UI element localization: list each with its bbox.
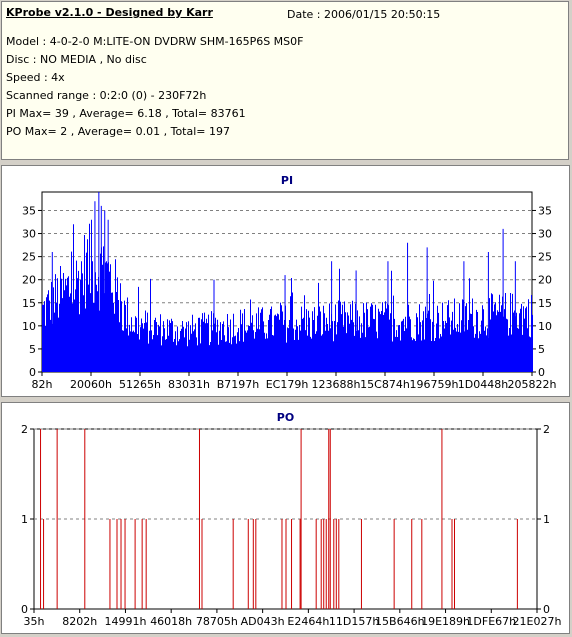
x-tick-label: 123688h: [312, 378, 361, 391]
x-tick-label: E2464h: [287, 615, 329, 628]
y-tick-label-right: 2: [543, 423, 550, 436]
y-tick-label: 25: [22, 251, 36, 264]
po-summary-line: PO Max= 2 , Average= 0.01 , Total= 197: [6, 125, 230, 138]
x-tick-label: 21E027h: [513, 615, 562, 628]
x-tick-label: 82h: [32, 378, 53, 391]
disc-line: Disc : NO MEDIA , No disc: [6, 53, 147, 66]
y-tick-label: 0: [29, 366, 36, 379]
y-tick-label-right: 0: [543, 603, 550, 616]
x-tick-label: 20060h: [70, 378, 112, 391]
y-tick-label-right: 35: [538, 204, 552, 217]
y-tick-label-right: 30: [538, 228, 552, 241]
pi-chart: PI 0 0 5 5 10 10 15 15 20 20 25 25 30 30 35 35 82h 20060h 5…: [22, 174, 557, 391]
pi-summary-line: PI Max= 39 , Average= 6.18 , Total= 8376…: [6, 107, 246, 120]
y-tick-label-right: 0: [538, 366, 545, 379]
po-chart: PO 0 0 1 1 2 2 35h 8202h 14991h 46018h 78705h AD043h…: [21, 411, 562, 628]
y-tick-label: 10: [22, 320, 36, 333]
y-tick-label: 1: [21, 513, 28, 526]
x-tick-label: 35h: [24, 615, 45, 628]
y-tick-label: 0: [21, 603, 28, 616]
pi-series: [42, 223, 533, 372]
x-tick-label: 1DFE67h: [466, 615, 516, 628]
app-title: KProbe v2.1.0 - Designed by Karr: [6, 6, 213, 19]
y-tick-label: 15: [22, 297, 36, 310]
x-tick-label: 15C874h: [360, 378, 410, 391]
pi-chart-panel: PI 0 0 5 5 10 10 15 15 20 20 25 25 30 30 35 35 82h 20060h 5…: [1, 165, 570, 397]
y-tick-label-right: 10: [538, 320, 552, 333]
y-tick-label: 20: [22, 274, 36, 287]
y-tick-label: 35: [22, 204, 36, 217]
scanned-range-line: Scanned range : 0:2:0 (0) - 230F72h: [6, 89, 207, 102]
x-tick-label: 11D157h: [329, 615, 379, 628]
y-tick-label-right: 25: [538, 251, 552, 264]
y-tick-label: 30: [22, 228, 36, 241]
x-tick-label: 14991h: [104, 615, 146, 628]
scan-date: Date : 2006/01/15 20:50:15: [287, 8, 441, 21]
info-panel: KProbe v2.1.0 - Designed by Karr Date : …: [1, 1, 569, 160]
x-tick-label: EC179h: [266, 378, 309, 391]
y-tick-label-right: 5: [538, 343, 545, 356]
y-tick-label-right: 20: [538, 274, 552, 287]
x-tick-label: B7197h: [217, 378, 260, 391]
y-tick-label: 2: [21, 423, 28, 436]
x-tick-label: 83031h: [168, 378, 210, 391]
chart-title: PO: [277, 411, 294, 424]
chart-title: PI: [281, 174, 293, 187]
x-tick-label: 8202h: [62, 615, 97, 628]
x-tick-label: 196759h: [410, 378, 459, 391]
po-chart-panel: PO 0 0 1 1 2 2 35h 8202h 14991h 46018h 78705h AD043h…: [1, 402, 570, 634]
x-tick-label: 205822h: [508, 378, 557, 391]
y-tick-label-right: 1: [543, 513, 550, 526]
x-tick-label: 46018h: [150, 615, 192, 628]
y-tick-label: 5: [29, 343, 36, 356]
x-tick-label: 51265h: [119, 378, 161, 391]
x-tick-label: 1D0448h: [458, 378, 508, 391]
speed-line: Speed : 4x: [6, 71, 65, 84]
x-tick-label: 15B646h: [375, 615, 425, 628]
model-line: Model : 4-0-2-0 M:LITE-ON DVDRW SHM-165P…: [6, 35, 304, 48]
x-tick-label: 19E189h: [421, 615, 470, 628]
x-tick-label: AD043h: [241, 615, 285, 628]
y-tick-label-right: 15: [538, 297, 552, 310]
x-tick-label: 78705h: [196, 615, 238, 628]
